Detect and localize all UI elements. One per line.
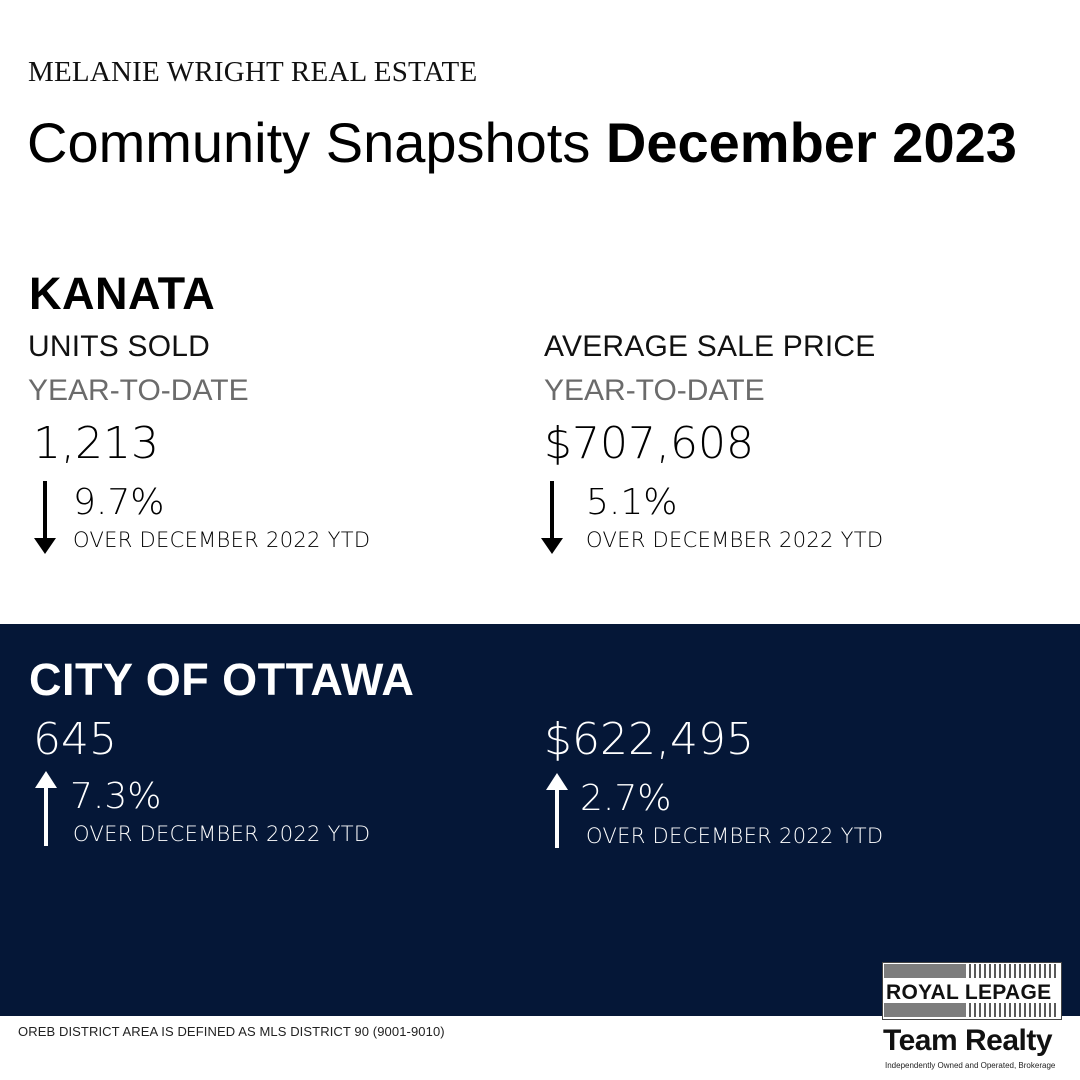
avg-price-period: YEAR-TO-DATE — [544, 374, 765, 407]
page-title-light: Community Snapshots — [27, 111, 606, 174]
kanata-price-comparison: OVER DECEMBER 2022 YTD — [586, 528, 884, 552]
kanata-units-down-arrow-icon — [34, 481, 56, 554]
logo-frame: ROYAL LEPAGE — [882, 962, 1062, 1020]
kanata-price-down-arrow-icon — [541, 481, 563, 554]
kanata-units-comparison: OVER DECEMBER 2022 YTD — [73, 528, 371, 552]
ottawa-price-comparison: OVER DECEMBER 2022 YTD — [586, 824, 884, 848]
kanata-price-value: $707,608 — [544, 418, 754, 469]
ottawa-panel: CITY OF OTTAWA 645 7.3% OVER DECEMBER 20… — [0, 624, 1080, 1016]
ottawa-price-value: $622,495 — [544, 714, 754, 765]
ottawa-units-comparison: OVER DECEMBER 2022 YTD — [73, 822, 371, 846]
ottawa-units-change: 7.3% — [70, 776, 162, 817]
logo-team-name: Team Realty — [883, 1024, 1053, 1057]
district-footnote: OREB DISTRICT AREA IS DEFINED AS MLS DIS… — [18, 1024, 445, 1039]
page-title: Community Snapshots December 2023 — [27, 110, 1017, 175]
ottawa-units-up-arrow-icon — [35, 771, 57, 846]
ottawa-units-value: 645 — [33, 714, 117, 765]
ottawa-title: CITY OF OTTAWA — [29, 654, 415, 705]
logo-name: ROYAL LEPAGE — [886, 981, 1052, 1004]
royal-lepage-logo: ROYAL LEPAGE Team Realty Independently O… — [882, 962, 1062, 1074]
ottawa-price-change: 2.7% — [580, 778, 672, 819]
units-sold-label: UNITS SOLD — [28, 330, 211, 363]
page-title-date: December 2023 — [605, 111, 1017, 174]
kanata-price-change: 5.1% — [586, 482, 678, 523]
avg-price-label: AVERAGE SALE PRICE — [544, 330, 876, 363]
kanata-units-change: 9.7% — [73, 482, 165, 523]
kanata-units-value: 1,213 — [33, 418, 159, 469]
units-sold-period: YEAR-TO-DATE — [28, 374, 249, 407]
ottawa-price-up-arrow-icon — [546, 773, 568, 848]
kanata-title: KANATA — [29, 268, 216, 319]
logo-tagline: Independently Owned and Operated, Broker… — [885, 1061, 1056, 1070]
brand-name: MELANIE WRIGHT REAL ESTATE — [28, 56, 478, 88]
